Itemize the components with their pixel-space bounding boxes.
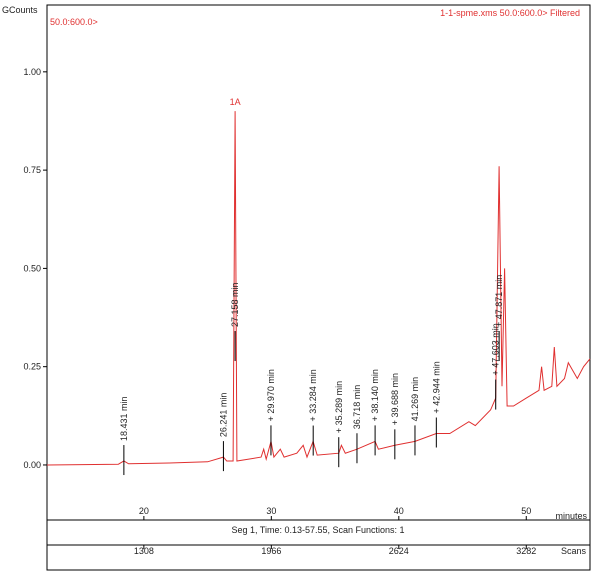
peak-annotation: 36.718 min xyxy=(352,385,362,430)
peak-annotation: 27.158 min xyxy=(230,282,240,327)
peak-annotation: 18.431 min xyxy=(119,397,129,442)
x-label: minutes xyxy=(555,511,587,521)
x-tick-label: 20 xyxy=(139,506,149,516)
y-tick-label: 0.50 xyxy=(23,263,41,273)
peak-annotation: + 33.284 min xyxy=(308,369,318,421)
chart-title: 1-1-spme.xms 50.0:600.0> Filtered xyxy=(440,8,580,18)
peak-annotation: 26.241 min xyxy=(218,393,228,438)
x2-tick-label: 2624 xyxy=(389,546,409,556)
peak-name: 1A xyxy=(230,97,241,107)
peak-annotation: + 47.871 min xyxy=(494,275,504,327)
plot-frame xyxy=(46,4,591,521)
x-tick-label: 50 xyxy=(521,506,531,516)
y-tick-label: 0.75 xyxy=(23,165,41,175)
y-tick-label: 0.00 xyxy=(23,460,41,470)
peak-annotation: + 47.603 min xyxy=(491,323,501,375)
x2-tick-label: 1308 xyxy=(134,546,154,556)
x2-tick-label: 1966 xyxy=(261,546,281,556)
peak-annotation: + 42.944 min xyxy=(431,361,441,413)
peak-annotation: + 39.688 min xyxy=(390,373,400,425)
x2-tick-label: 3282 xyxy=(516,546,536,556)
peak-annotation: 41.269 min xyxy=(410,377,420,422)
y-tick-label: 0.25 xyxy=(23,362,41,372)
segment-label: Seg 1, Time: 0.13-57.55, Scan Functions:… xyxy=(231,525,404,535)
y-tick-label: 1.00 xyxy=(23,67,41,77)
trace xyxy=(46,111,591,466)
peak-annotation: + 35.289 min xyxy=(334,381,344,433)
x-tick-label: 30 xyxy=(266,506,276,516)
x2-label: Scans xyxy=(561,546,587,556)
x-tick-label: 40 xyxy=(394,506,404,516)
peak-annotation: + 38.140 min xyxy=(370,369,380,421)
peak-annotation: + 29.970 min xyxy=(266,369,276,421)
y-unit: GCounts xyxy=(2,5,38,15)
range-label: 50.0:600.0> xyxy=(50,17,98,27)
